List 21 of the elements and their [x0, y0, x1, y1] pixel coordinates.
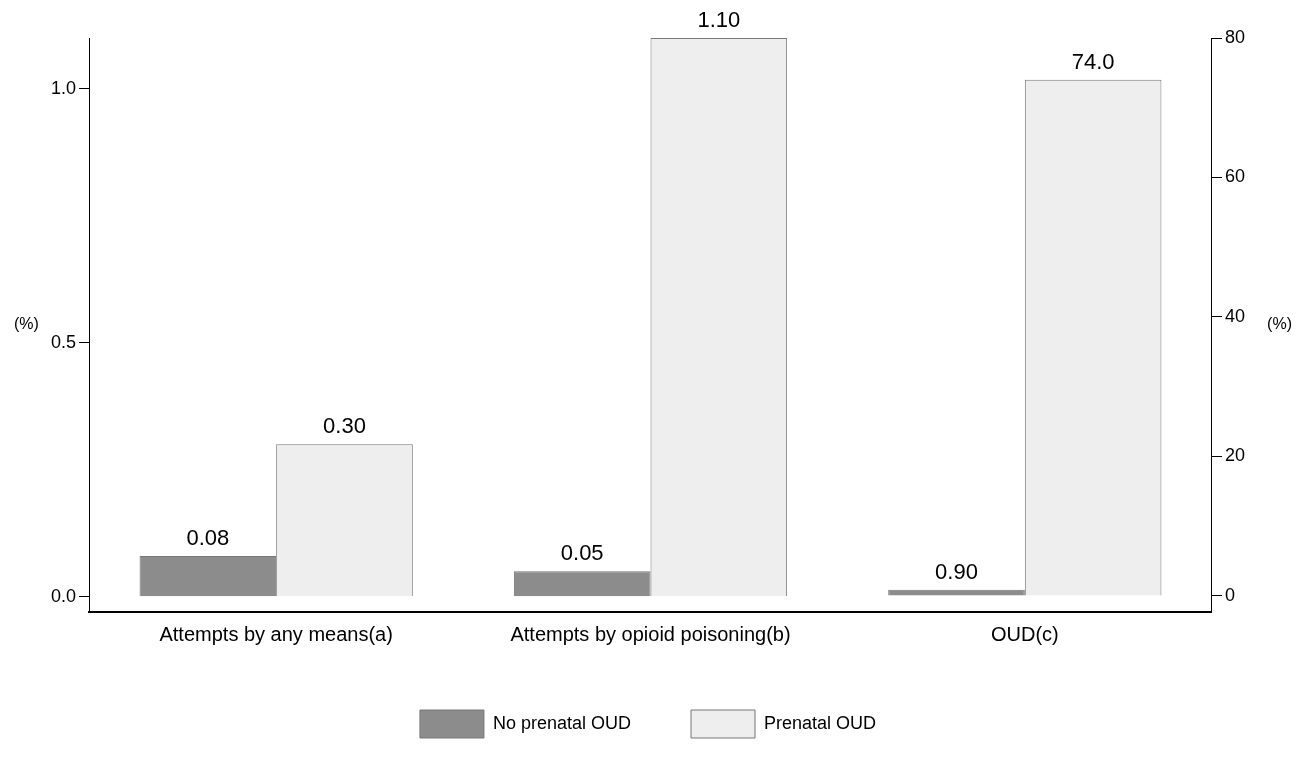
y2-tick-label: 40 — [1224, 305, 1246, 326]
legend-label: Prenatal OUD — [764, 712, 877, 733]
x-tick-label: Attempts by any means(a) — [159, 622, 393, 645]
legend-label: No prenatal OUD — [492, 712, 632, 733]
x-tick-label: Attempts by opioid poisoning(b) — [510, 622, 791, 645]
data-label: 0.08 — [186, 525, 230, 551]
y2-tick-label: 20 — [1224, 445, 1246, 466]
y-tick-label: 0.0 — [50, 585, 77, 606]
y2-tick-label: 0 — [1224, 584, 1235, 605]
y2-axis-title: (%) — [1267, 315, 1292, 333]
y2-tick-label: 60 — [1224, 166, 1246, 187]
data-label: 0.30 — [323, 413, 366, 439]
y-tick-label: 0.5 — [50, 331, 77, 352]
data-label: 0.05 — [560, 540, 604, 566]
data-label: 1.10 — [697, 7, 741, 33]
data-label: 0.90 — [935, 558, 978, 584]
data-label: 74.0 — [1071, 48, 1115, 74]
y-tick-label: 1.0 — [50, 77, 77, 98]
y-axis-title: (%) — [14, 315, 39, 333]
x-tick-label: OUD(c) — [990, 622, 1059, 645]
y2-tick-label: 80 — [1224, 26, 1246, 47]
